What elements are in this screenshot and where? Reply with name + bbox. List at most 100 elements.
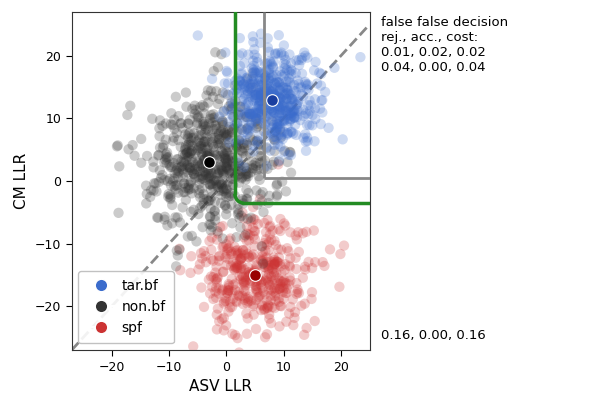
Point — [330, 64, 339, 71]
Point — [240, 84, 249, 90]
Point — [287, 67, 296, 74]
Point — [268, 124, 277, 131]
Point — [249, 67, 258, 73]
Point — [243, 127, 253, 133]
Point — [254, 78, 264, 84]
Point — [173, 189, 183, 196]
Point — [267, 61, 277, 67]
Point — [264, 271, 274, 277]
Point — [176, 164, 186, 170]
Point — [248, 273, 257, 279]
Point — [224, 144, 234, 151]
Point — [287, 129, 296, 135]
Point — [303, 55, 312, 61]
Point — [193, 145, 203, 152]
Point — [212, 263, 221, 270]
Point — [218, 235, 227, 242]
Point — [261, 261, 271, 267]
Point — [167, 110, 176, 117]
Point — [224, 193, 234, 200]
Point — [170, 170, 179, 176]
Point — [230, 193, 240, 199]
Point — [272, 79, 282, 85]
Point — [185, 164, 194, 170]
Point — [163, 193, 173, 200]
Point — [193, 168, 202, 175]
Point — [266, 94, 275, 100]
Point — [153, 215, 163, 221]
Point — [282, 107, 291, 113]
Point — [262, 144, 271, 150]
Point — [281, 222, 290, 229]
Point — [233, 252, 243, 259]
Point — [301, 138, 311, 144]
Point — [269, 98, 279, 104]
Point — [252, 67, 262, 74]
Point — [224, 80, 233, 86]
Point — [197, 152, 207, 158]
Point — [184, 121, 193, 127]
Point — [191, 161, 200, 168]
Point — [247, 119, 256, 126]
Point — [305, 107, 315, 114]
Point — [136, 136, 146, 142]
Point — [299, 93, 308, 99]
Point — [219, 108, 229, 114]
Point — [248, 125, 257, 131]
Point — [236, 256, 246, 262]
Point — [179, 170, 188, 176]
Point — [235, 103, 245, 110]
Point — [155, 117, 164, 123]
Point — [208, 119, 218, 125]
Point — [269, 109, 279, 116]
Point — [222, 241, 231, 248]
Point — [233, 172, 243, 178]
Point — [224, 166, 233, 173]
Point — [214, 178, 224, 184]
Point — [261, 93, 271, 100]
Point — [285, 109, 295, 116]
Point — [241, 153, 250, 159]
Point — [231, 78, 240, 84]
Point — [241, 91, 251, 98]
Point — [203, 166, 213, 172]
Point — [232, 234, 241, 240]
Point — [202, 139, 212, 145]
Point — [254, 90, 263, 96]
Point — [259, 306, 269, 313]
Point — [275, 109, 285, 116]
Point — [299, 107, 308, 113]
Point — [268, 63, 278, 70]
Point — [228, 289, 237, 295]
Point — [237, 262, 246, 269]
Point — [213, 230, 223, 236]
Point — [302, 325, 311, 331]
Point — [228, 158, 238, 164]
Point — [237, 98, 247, 104]
Point — [213, 228, 222, 234]
Point — [195, 168, 204, 175]
Point — [280, 92, 289, 98]
Point — [214, 141, 224, 148]
Point — [253, 201, 262, 208]
Point — [208, 115, 218, 121]
Point — [269, 122, 278, 128]
Point — [279, 285, 288, 292]
Point — [239, 215, 249, 222]
Point — [318, 109, 327, 116]
Point — [257, 92, 266, 98]
Point — [210, 213, 220, 219]
Point — [252, 262, 261, 269]
Point — [193, 32, 203, 39]
Point — [175, 267, 185, 273]
Point — [223, 132, 232, 139]
Point — [244, 269, 254, 275]
Point — [249, 58, 258, 64]
Point — [289, 110, 299, 117]
Point — [189, 170, 198, 177]
Point — [205, 152, 215, 159]
Point — [290, 114, 299, 120]
Point — [257, 112, 267, 119]
Point — [262, 297, 271, 304]
Point — [234, 158, 243, 165]
